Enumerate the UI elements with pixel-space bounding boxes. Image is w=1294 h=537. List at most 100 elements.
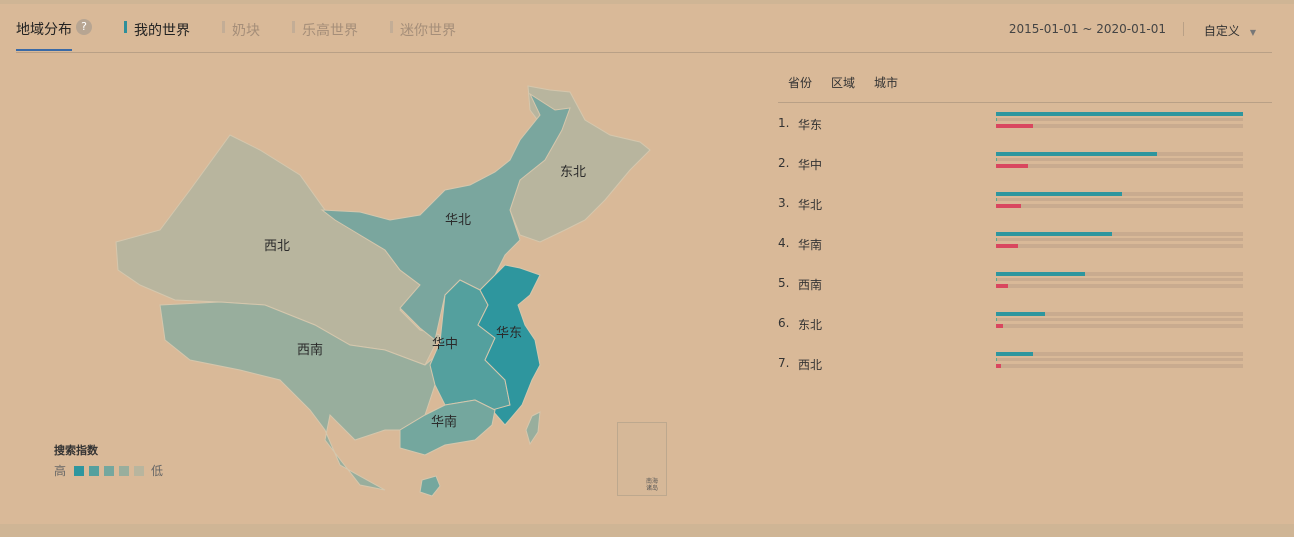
- map-region-south-china[interactable]: [399, 399, 496, 456]
- header-divider: [1183, 22, 1184, 36]
- ranking-bars: [996, 272, 1243, 292]
- tab-province[interactable]: 省份: [788, 76, 813, 90]
- legend-swatch: [119, 465, 130, 476]
- legend-swatch: [74, 465, 85, 476]
- map-label-southwest: 西南: [297, 342, 323, 358]
- custom-range-label: 自定义: [1203, 24, 1240, 38]
- map-region-east-china[interactable]: [477, 264, 541, 426]
- ranking-region-name: 西北: [798, 358, 823, 372]
- map-region-taiwan[interactable]: [525, 411, 541, 446]
- south-china-sea-inset: 南海诸岛: [617, 422, 667, 496]
- legend-swatch: [134, 465, 145, 476]
- date-range[interactable]: 2015-01-01 ~ 2020-01-01: [1008, 22, 1166, 36]
- ranking-index: 3.: [778, 196, 790, 210]
- bar-track: [996, 272, 1243, 276]
- tab-mini-world[interactable]: 迷你世界: [390, 20, 456, 40]
- ranking-region-name: 华中: [798, 158, 823, 172]
- map-region-southwest[interactable]: [159, 301, 446, 491]
- header: 地域分布 ? 我的世界 奶块 乐高世界 迷你世界 2015-01-01 ~ 20…: [16, 4, 1272, 53]
- ranking-panel: 省份 区域 城市 1. 华东 2. 华中 3. 华北 4. 华南 5. 西南 6. 东北 7. 西北: [778, 64, 1272, 372]
- ranking-row[interactable]: 4. 华南: [778, 232, 1272, 252]
- map-region-north-china[interactable]: [320, 92, 571, 341]
- bar-primary: [996, 272, 1085, 276]
- bar-track: [996, 198, 1243, 201]
- bar-primary: [996, 352, 1033, 356]
- bar-tick: [996, 158, 997, 161]
- ranking-bars: [996, 312, 1243, 332]
- bar-track: [996, 352, 1243, 356]
- bar-track: [996, 124, 1243, 128]
- ranking-region-name: 东北: [798, 318, 823, 332]
- tab-city[interactable]: 城市: [874, 76, 899, 90]
- bar-track: [996, 324, 1243, 328]
- bar-track: [996, 232, 1243, 236]
- legend-swatch: [104, 465, 115, 476]
- inset-label: 南海诸岛: [646, 478, 659, 492]
- bar-secondary: [996, 164, 1028, 168]
- bar-track: [996, 358, 1243, 361]
- legend-high-label: 高: [54, 464, 67, 478]
- ranking-bars: [996, 232, 1243, 252]
- tab-minecraft[interactable]: 我的世界: [124, 20, 190, 40]
- ranking-region-name: 西南: [798, 278, 823, 292]
- ranking-row[interactable]: 3. 华北: [778, 192, 1272, 212]
- map-label-northwest: 西北: [264, 239, 290, 254]
- bar-track: [996, 118, 1243, 121]
- bar-primary: [996, 232, 1112, 236]
- title-underline: [16, 49, 72, 51]
- bar-secondary: [996, 324, 1003, 328]
- tab-naikuai[interactable]: 奶块: [222, 20, 260, 40]
- bar-track: [996, 204, 1243, 208]
- bar-tick: [996, 318, 997, 321]
- map-label-central-china: 华中: [432, 337, 458, 352]
- bar-tick: [996, 238, 997, 241]
- map-legend: 搜索指数 高 低: [54, 442, 163, 479]
- bar-track: [996, 284, 1243, 288]
- ranking-region-name: 华南: [798, 238, 823, 252]
- ranking-row[interactable]: 5. 西南: [778, 272, 1272, 292]
- bar-primary: [996, 152, 1157, 156]
- bar-track: [996, 244, 1243, 248]
- page-title: 地域分布: [16, 22, 72, 38]
- map-region-northwest[interactable]: [115, 134, 441, 366]
- ranking-row[interactable]: 2. 华中: [778, 152, 1272, 172]
- ranking-bars: [996, 152, 1243, 172]
- ranking-index: 2.: [778, 156, 790, 170]
- bar-secondary: [996, 204, 1021, 208]
- ranking-row[interactable]: 6. 东北: [778, 312, 1272, 332]
- bar-tick: [996, 118, 997, 121]
- bar-secondary: [996, 244, 1018, 248]
- map-label-north-china: 华北: [445, 213, 471, 228]
- bar-track: [996, 318, 1243, 321]
- custom-range-dropdown[interactable]: 自定义 ▼: [1204, 22, 1256, 39]
- bar-secondary: [996, 124, 1033, 128]
- china-region-map: 东北 华北 西北 华东 华中 西南 华南: [115, 85, 651, 497]
- ranking-region-name: 华北: [798, 198, 823, 212]
- ranking-bars: [996, 112, 1243, 132]
- map-region-hainan[interactable]: [419, 475, 441, 497]
- ranking-region-name: 华东: [798, 118, 823, 132]
- bar-primary: [996, 312, 1045, 316]
- help-icon[interactable]: ?: [76, 19, 92, 35]
- bar-track: [996, 312, 1243, 316]
- ranking-index: 1.: [778, 116, 790, 130]
- bar-primary: [996, 112, 1243, 116]
- legend-swatch: [89, 465, 100, 476]
- bar-secondary: [996, 284, 1008, 288]
- map-label-south-china: 华南: [431, 414, 457, 430]
- ranking-row[interactable]: 1. 华东: [778, 112, 1272, 132]
- ranking-bars: [996, 192, 1243, 212]
- legend-scale: 高 低: [54, 462, 163, 479]
- ranking-tabs: 省份 区域 城市: [778, 64, 1272, 103]
- bar-track: [996, 238, 1243, 241]
- legend-title: 搜索指数: [54, 444, 98, 457]
- tab-lego-world[interactable]: 乐高世界: [292, 20, 358, 40]
- map-label-east-china: 华东: [496, 326, 522, 341]
- ranking-index: 7.: [778, 356, 790, 370]
- bar-track: [996, 364, 1243, 368]
- bar-track: [996, 158, 1243, 161]
- tab-region[interactable]: 区域: [831, 76, 856, 90]
- bar-primary: [996, 192, 1122, 196]
- ranking-row[interactable]: 7. 西北: [778, 352, 1272, 372]
- bar-secondary: [996, 364, 1001, 368]
